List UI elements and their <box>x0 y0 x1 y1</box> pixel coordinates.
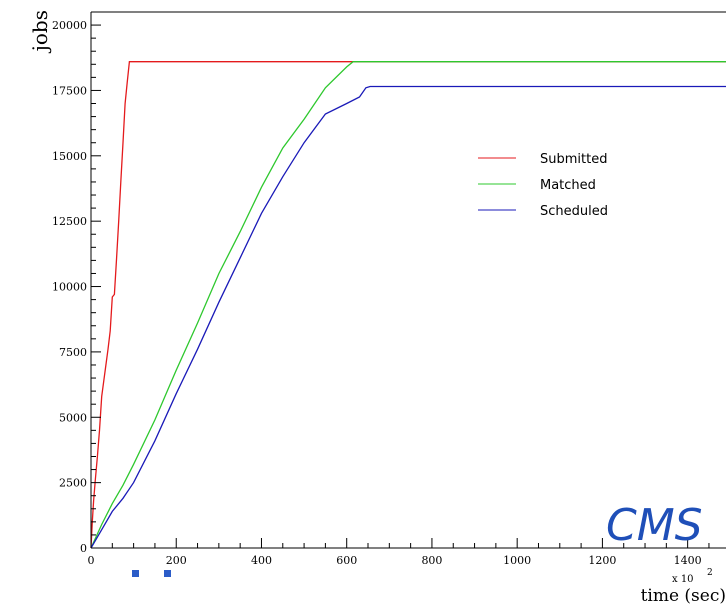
y-tick-label: 7500 <box>59 346 87 359</box>
logo-dot <box>132 570 139 577</box>
logo-dot <box>164 570 171 577</box>
x-tick-label: 400 <box>251 554 272 567</box>
legend-label-scheduled: Scheduled <box>540 204 608 219</box>
series-line-scheduled <box>90 85 726 549</box>
legend-label-matched: Matched <box>540 178 596 193</box>
series-line-submitted <box>90 61 726 549</box>
y-tick-label: 0 <box>80 542 87 555</box>
x-tick-label: 1400 <box>674 554 702 567</box>
x-axis-title: time (sec) <box>641 586 726 605</box>
cms-logo: CMS <box>606 500 703 551</box>
y-tick-label: 12500 <box>52 215 87 228</box>
logo-dots <box>132 570 171 577</box>
y-tick-label: 20000 <box>52 19 87 32</box>
x-tick-label: 1000 <box>503 554 531 567</box>
x-tick-label: 600 <box>336 554 357 567</box>
x-tick-label: 1200 <box>588 554 616 567</box>
series-layer <box>90 61 726 549</box>
legend: Submitted Matched Scheduled <box>478 152 608 219</box>
y-tick-label: 2500 <box>59 477 87 490</box>
x-multiplier-exponent: 2 <box>707 568 713 578</box>
x-tick-label: 800 <box>421 554 442 567</box>
y-tick-label: 5000 <box>59 411 87 424</box>
x-multiplier-label: x 10 <box>672 574 694 585</box>
y-tick-label: 17500 <box>52 84 87 97</box>
axes-layer: 0 2500 5000 7500 10000 12500 15000 17500 20000 0 2… <box>28 10 726 605</box>
y-axis-title: jobs <box>28 10 52 53</box>
x-tick-label: 0 <box>88 554 95 567</box>
y-tick-label: 10000 <box>52 281 87 294</box>
x-tick-label: 200 <box>166 554 187 567</box>
y-tick-label: 15000 <box>52 150 87 163</box>
series-line-matched <box>90 61 726 549</box>
legend-label-submitted: Submitted <box>540 152 607 167</box>
